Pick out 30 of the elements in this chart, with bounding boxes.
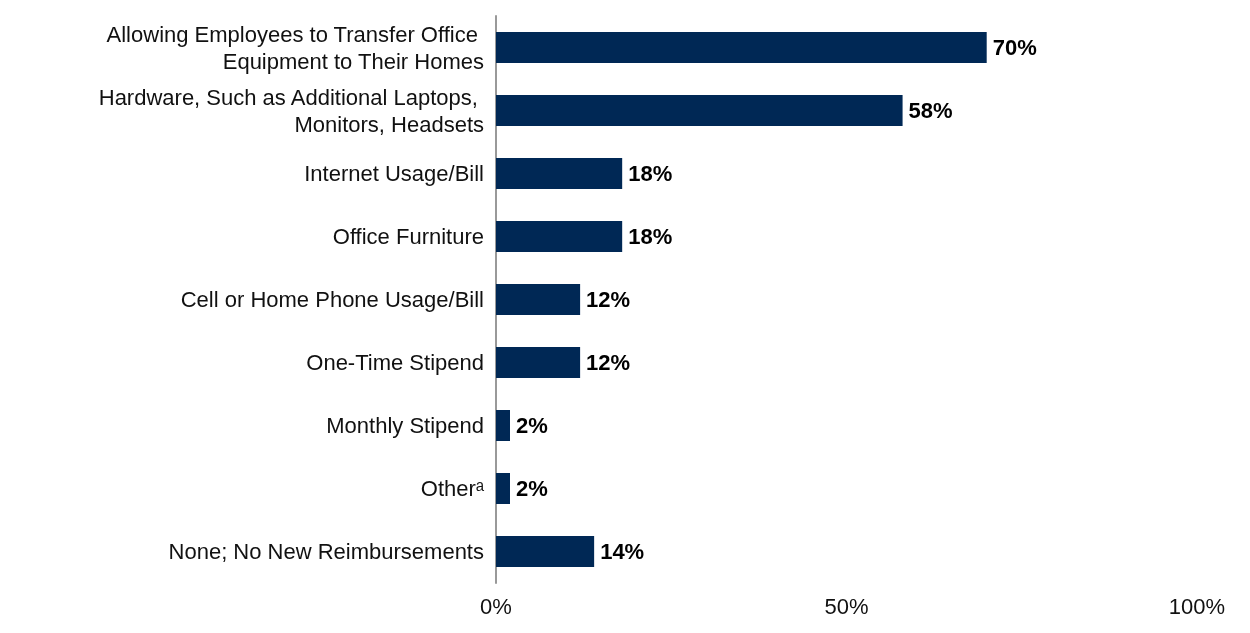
data-label: 58% bbox=[908, 98, 953, 123]
data-label: 70% bbox=[992, 35, 1037, 60]
x-tick-label: 0% bbox=[480, 593, 512, 619]
y-tick-label: Allowing Employees to Transfer Office Equipment to Their Homes bbox=[106, 21, 484, 74]
data-label: 18% bbox=[628, 224, 673, 249]
y-tick-label: Otherᵃ bbox=[420, 476, 485, 501]
data-label: 12% bbox=[586, 350, 631, 375]
data-label: 2% bbox=[516, 476, 548, 501]
y-tick-label: Office Furniture bbox=[332, 224, 484, 249]
x-tick-label: 50% bbox=[824, 593, 869, 619]
bar bbox=[496, 473, 511, 504]
y-tick-label: Hardware, Such as Additional Laptops, Monitors, Headsets bbox=[98, 84, 484, 137]
bar bbox=[496, 95, 903, 126]
bar bbox=[496, 32, 987, 63]
bar bbox=[496, 284, 581, 315]
y-tick-label: One-Time Stipend bbox=[306, 350, 484, 375]
bar bbox=[496, 158, 623, 189]
data-label: 14% bbox=[600, 539, 645, 564]
data-label: 12% bbox=[586, 287, 631, 312]
y-tick-label: Cell or Home Phone Usage/Bill bbox=[180, 287, 484, 312]
bar bbox=[496, 410, 511, 441]
bar bbox=[496, 347, 581, 378]
bar bbox=[496, 536, 595, 567]
y-tick-label: Internet Usage/Bill bbox=[304, 161, 484, 186]
data-label: 2% bbox=[516, 413, 548, 438]
x-tick-label: 100% bbox=[1168, 593, 1226, 619]
y-tick-label: Monthly Stipend bbox=[326, 413, 484, 438]
bar bbox=[496, 221, 623, 252]
data-label: 18% bbox=[628, 161, 673, 186]
y-tick-label: None; No New Reimbursements bbox=[168, 539, 484, 564]
